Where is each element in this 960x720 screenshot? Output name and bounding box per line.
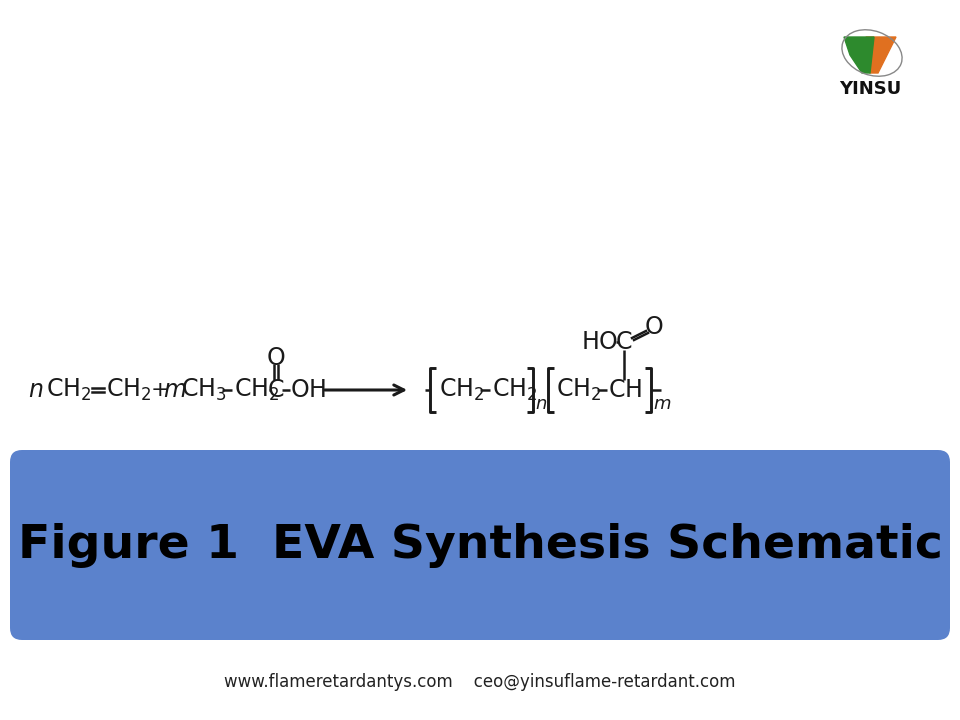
Text: $n$: $n$ [28,378,43,402]
Text: $\mathrm{CH_2}$: $\mathrm{CH_2}$ [556,377,601,403]
Text: Figure 1  EVA Synthesis Schematic: Figure 1 EVA Synthesis Schematic [17,523,943,567]
Text: $m$: $m$ [653,395,671,413]
Text: $\mathrm{OH}$: $\mathrm{OH}$ [290,378,326,402]
Text: $\mathrm{CH_2}$: $\mathrm{CH_2}$ [106,377,152,403]
Polygon shape [866,37,896,73]
Text: $\mathrm{C}$: $\mathrm{C}$ [615,330,633,354]
Text: $\mathrm{C}$: $\mathrm{C}$ [268,378,284,402]
Text: $\mathrm{CH_3}$: $\mathrm{CH_3}$ [181,377,227,403]
Text: $\mathrm{O}$: $\mathrm{O}$ [266,346,286,370]
Text: $+$: $+$ [150,380,168,400]
Text: $m$: $m$ [163,378,186,402]
Text: YINSU: YINSU [839,80,901,98]
Text: $\mathrm{CH_2}$: $\mathrm{CH_2}$ [439,377,485,403]
Text: $\mathrm{CH}$: $\mathrm{CH}$ [608,378,642,402]
Text: $\mathrm{HO}$: $\mathrm{HO}$ [581,330,618,354]
Text: $\mathrm{O}$: $\mathrm{O}$ [644,315,663,339]
Polygon shape [844,37,874,73]
Text: $\mathrm{CH_2}$: $\mathrm{CH_2}$ [46,377,91,403]
Text: $\mathrm{CH_2}$: $\mathrm{CH_2}$ [492,377,538,403]
Text: www.flameretardantys.com    ceo@yinsuflame-retardant.com: www.flameretardantys.com ceo@yinsuflame-… [225,673,735,691]
FancyBboxPatch shape [10,450,950,640]
Text: $\mathrm{CH_2}$: $\mathrm{CH_2}$ [234,377,279,403]
Text: $n$: $n$ [535,395,547,413]
